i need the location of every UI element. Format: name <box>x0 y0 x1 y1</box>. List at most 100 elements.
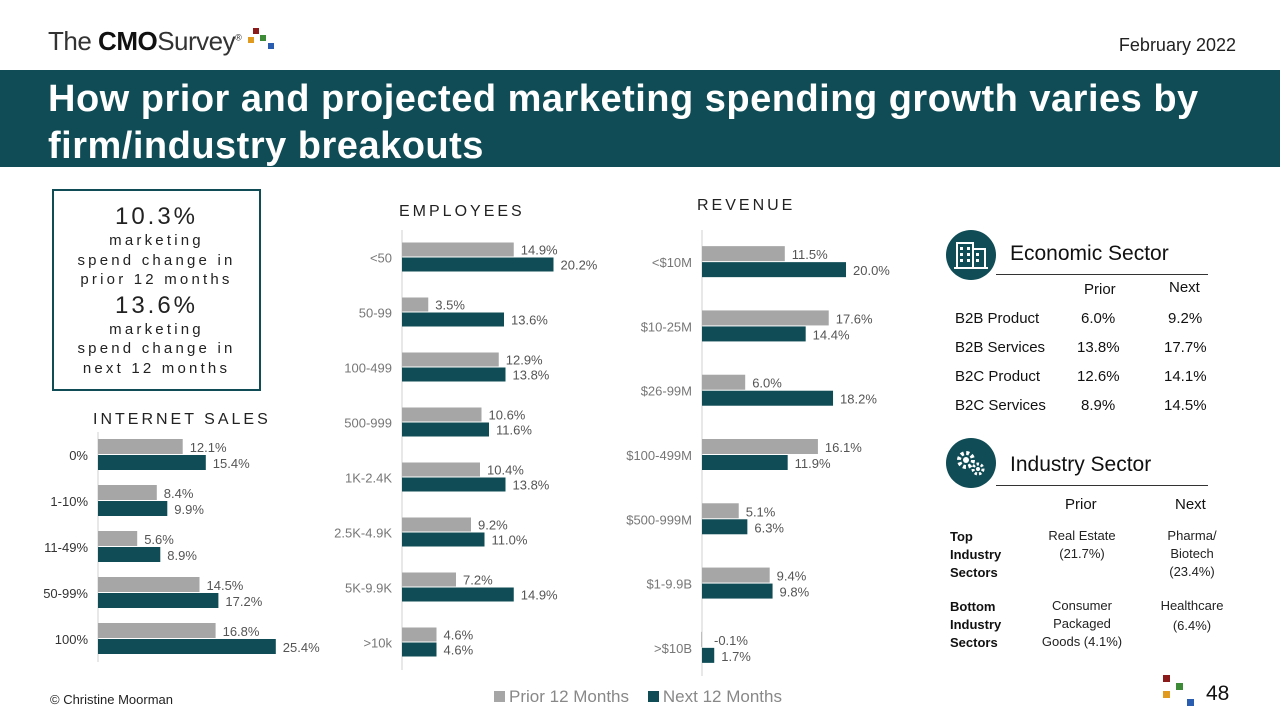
next-bar <box>402 312 504 327</box>
copyright: © Christine Moorman <box>50 692 174 707</box>
top-label-line: Sectors <box>950 565 998 580</box>
logo-squares-icon <box>248 28 275 49</box>
prior-bar <box>402 242 514 257</box>
next-bar <box>98 593 219 608</box>
internet-sales-title: INTERNET SALES <box>93 411 271 428</box>
prior-value-label: 5.6% <box>144 532 174 547</box>
next-value-label: 20.0% <box>853 263 890 278</box>
kpi-next-value: 13.6% <box>114 291 199 319</box>
prior-bar <box>702 567 770 583</box>
kpi-summary-box: 10.3% marketing spend change in prior 12… <box>52 189 261 391</box>
category-label: >10k <box>363 636 392 651</box>
category-label: 100-499 <box>344 361 392 376</box>
kpi-next-line2: spend change in <box>77 340 236 357</box>
next-value-label: 11.0% <box>492 533 528 548</box>
prior-bar <box>402 462 480 477</box>
category-label: 11-49% <box>44 540 88 555</box>
economic-sector-title: Economic Sector <box>1010 242 1169 265</box>
next-bar <box>702 583 773 599</box>
category-label: 100% <box>55 632 89 647</box>
bottom-label-line: Industry <box>950 617 1002 632</box>
category-label: $500-999M <box>626 512 692 527</box>
prior-value-label: 14.9% <box>521 243 558 258</box>
bottom-industry-prior: Consumer Packaged Goods (4.1%) <box>1032 597 1132 651</box>
prior-bar <box>98 531 138 546</box>
kpi-prior-line3: prior 12 months <box>80 271 233 288</box>
top-next-line: Biotech <box>1170 546 1214 561</box>
gears-icon <box>946 438 996 488</box>
kpi-prior-value: 10.3% <box>114 203 199 230</box>
top-next-line: Pharma/ <box>1167 528 1217 543</box>
prior-value-label: 16.1% <box>825 440 862 455</box>
category-label: 50-99% <box>43 586 88 601</box>
logo-word-survey: Survey <box>157 26 236 56</box>
revenue-title: REVENUE <box>697 197 796 214</box>
next-value-label: 11.6% <box>496 423 532 438</box>
next-value-label: 14.9% <box>521 588 558 603</box>
category-label: <$10M <box>652 255 692 270</box>
next-value-label: 17.2% <box>225 594 262 609</box>
economic-row-next: 14.5% <box>1164 397 1207 414</box>
next-bar <box>98 639 276 654</box>
top-industry-next: Pharma/ Biotech (23.4%) <box>1150 527 1234 581</box>
next-bar <box>402 477 506 492</box>
report-date: February 2022 <box>1118 35 1236 55</box>
cmo-survey-logo: The CMOSurvey® <box>48 26 282 57</box>
legend-prior-label: Prior 12 Months <box>509 687 629 706</box>
next-value-label: 1.7% <box>721 649 751 664</box>
economic-row-label: B2B Services <box>955 339 1046 356</box>
prior-value-label: 8.4% <box>164 486 194 501</box>
next-bar <box>702 455 788 470</box>
category-label: >$10B <box>654 641 692 656</box>
next-bar <box>702 647 715 663</box>
prior-value-label: 11.5% <box>792 247 828 262</box>
economic-row-prior: 12.6% <box>1077 368 1120 385</box>
prior-value-label: 7.2% <box>463 573 493 588</box>
prior-value-label: 5.1% <box>746 504 776 519</box>
top-next-line: (23.4%) <box>1169 564 1215 579</box>
prior-bar <box>702 374 746 390</box>
industry-col-prior: Prior <box>1065 496 1097 513</box>
next-value-label: 9.8% <box>780 585 810 600</box>
category-label: 5K-9.9K <box>345 581 392 596</box>
next-value-label: 9.9% <box>174 502 204 517</box>
economic-row-label: B2C Product <box>955 368 1041 385</box>
economic-row-label: B2C Services <box>955 397 1046 414</box>
bottom-label-line: Bottom <box>950 599 996 614</box>
kpi-prior-line1: marketing <box>109 232 204 249</box>
prior-bar <box>98 439 183 454</box>
internet-sales-chart: 0% 12.1%15.4% 1-10% 8.4%9.9% 11-49% 5.6%8.9% 5… <box>43 432 320 662</box>
employees-title: EMPLOYEES <box>399 203 525 220</box>
prior-bar <box>402 572 456 587</box>
bottom-industry-label: Bottom Industry Sectors <box>950 598 1001 652</box>
next-value-label: 13.8% <box>513 368 550 383</box>
legend-next-label: Next 12 Months <box>662 687 782 706</box>
next-value-label: 13.6% <box>511 313 548 328</box>
economic-row-prior: 8.9% <box>1081 397 1116 414</box>
economic-divider <box>996 274 1208 275</box>
prior-value-label: 14.5% <box>207 578 244 593</box>
prior-bar <box>402 517 471 532</box>
category-label: 1K-2.4K <box>345 471 392 486</box>
prior-bar <box>98 577 200 592</box>
prior-bar <box>701 631 702 647</box>
title-banner <box>0 70 1280 167</box>
next-value-label: 13.8% <box>513 478 550 493</box>
economic-row-next: 14.1% <box>1164 368 1207 385</box>
logo-word-the: The <box>48 26 92 56</box>
category-label: $10-25M <box>641 319 692 334</box>
prior-value-label: 9.2% <box>478 518 508 533</box>
category-label: 50-99 <box>359 306 392 321</box>
top-industry-label: Top Industry Sectors <box>950 528 1001 582</box>
next-value-label: 14.4% <box>813 327 850 342</box>
prior-value-label: 6.0% <box>752 376 782 391</box>
category-label: $100-499M <box>626 448 692 463</box>
revenue-chart: <$10M 11.5% 20.0% $10-25M 17.6%14.4% $26-99M 6… <box>626 230 890 676</box>
prior-bar <box>402 407 482 422</box>
prior-value-label: 17.6% <box>836 311 873 326</box>
bottom-industry-next: Healthcare (6.4%) <box>1150 597 1234 635</box>
next-bar <box>402 422 489 437</box>
prior-value-label: -0.1% <box>714 633 748 648</box>
buildings-icon <box>946 230 996 280</box>
bottom-label-line: Sectors <box>950 635 998 650</box>
